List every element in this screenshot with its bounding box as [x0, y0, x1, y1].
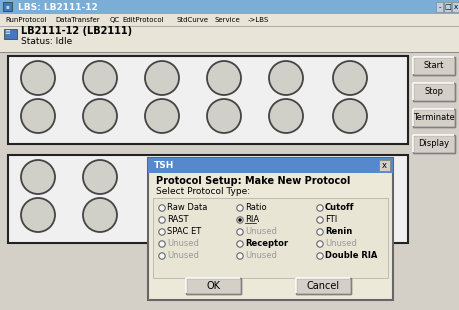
- Bar: [379, 160, 390, 171]
- Bar: [4, 29, 17, 39]
- Text: LBS: LB2111-12: LBS: LB2111-12: [18, 2, 98, 11]
- Bar: [0, 14, 459, 26]
- Bar: [148, 158, 393, 173]
- Text: Unused: Unused: [167, 251, 199, 260]
- Text: EditProtocol: EditProtocol: [122, 17, 163, 23]
- Text: Protocol Setup: Make New Protocol: Protocol Setup: Make New Protocol: [156, 176, 350, 186]
- Text: Unused: Unused: [245, 251, 277, 260]
- Bar: [413, 109, 455, 127]
- Text: ▪: ▪: [6, 5, 9, 10]
- Circle shape: [83, 160, 117, 194]
- Text: RAST: RAST: [167, 215, 189, 224]
- Text: OK: OK: [207, 281, 220, 291]
- Text: x: x: [382, 161, 387, 170]
- Bar: [186, 278, 241, 294]
- Bar: [0, 0, 459, 14]
- Text: QC: QC: [110, 17, 120, 23]
- Text: DataTransfer: DataTransfer: [55, 17, 100, 23]
- Bar: [413, 135, 455, 153]
- Circle shape: [207, 61, 241, 95]
- Circle shape: [83, 61, 117, 95]
- Circle shape: [159, 217, 165, 223]
- Circle shape: [21, 198, 55, 232]
- Circle shape: [83, 198, 117, 232]
- Text: Receptor: Receptor: [245, 240, 288, 249]
- Text: RunProtocol: RunProtocol: [5, 17, 46, 23]
- Circle shape: [237, 205, 243, 211]
- Text: Cutoff: Cutoff: [325, 203, 354, 212]
- Text: Display: Display: [419, 140, 449, 148]
- Circle shape: [83, 99, 117, 133]
- Text: Unused: Unused: [245, 228, 277, 237]
- Bar: [3, 2, 12, 11]
- Text: Unused: Unused: [325, 240, 357, 249]
- Circle shape: [21, 160, 55, 194]
- Circle shape: [145, 99, 179, 133]
- Bar: [8, 155, 408, 243]
- Circle shape: [237, 241, 243, 247]
- Circle shape: [317, 205, 323, 211]
- Circle shape: [317, 217, 323, 223]
- Circle shape: [333, 99, 367, 133]
- Circle shape: [237, 229, 243, 235]
- Circle shape: [269, 99, 303, 133]
- Text: RIA: RIA: [245, 215, 259, 224]
- Circle shape: [317, 229, 323, 235]
- Bar: [8, 56, 408, 144]
- Text: Select Protocol Type:: Select Protocol Type:: [156, 188, 250, 197]
- Bar: [413, 83, 455, 101]
- Text: TSH: TSH: [154, 161, 174, 170]
- Text: Start: Start: [424, 61, 444, 70]
- Text: Status: Idle: Status: Idle: [21, 37, 72, 46]
- Text: StdCurve: StdCurve: [176, 17, 208, 23]
- Bar: [436, 2, 443, 12]
- Text: ->LBS: ->LBS: [247, 17, 269, 23]
- Circle shape: [238, 218, 242, 222]
- Text: x: x: [453, 4, 458, 10]
- Text: Service: Service: [214, 17, 240, 23]
- Text: ≡: ≡: [4, 29, 10, 35]
- Circle shape: [207, 99, 241, 133]
- Circle shape: [21, 99, 55, 133]
- Bar: [0, 26, 459, 52]
- Text: LB2111-12 (LB2111): LB2111-12 (LB2111): [21, 26, 132, 36]
- Text: Renin: Renin: [325, 228, 352, 237]
- Text: -: -: [438, 4, 441, 10]
- Text: FTI: FTI: [325, 215, 337, 224]
- Text: □: □: [444, 4, 451, 10]
- Text: Terminate: Terminate: [413, 113, 455, 122]
- Circle shape: [333, 61, 367, 95]
- Circle shape: [317, 253, 323, 259]
- Bar: [153, 198, 388, 278]
- Bar: [444, 2, 451, 12]
- Circle shape: [145, 61, 179, 95]
- Circle shape: [159, 253, 165, 259]
- Text: Stop: Stop: [425, 87, 443, 96]
- Text: Ratio: Ratio: [245, 203, 267, 212]
- Circle shape: [237, 253, 243, 259]
- Bar: [296, 278, 351, 294]
- Circle shape: [317, 241, 323, 247]
- Circle shape: [269, 61, 303, 95]
- Text: SPAC ET: SPAC ET: [167, 228, 201, 237]
- Text: Raw Data: Raw Data: [167, 203, 207, 212]
- Circle shape: [237, 217, 243, 223]
- Text: Double RIA: Double RIA: [325, 251, 377, 260]
- Circle shape: [21, 61, 55, 95]
- Text: Cancel: Cancel: [307, 281, 340, 291]
- Bar: [452, 2, 459, 12]
- Circle shape: [159, 205, 165, 211]
- Bar: [148, 158, 393, 300]
- Bar: [413, 57, 455, 75]
- Text: Unused: Unused: [167, 240, 199, 249]
- Circle shape: [159, 229, 165, 235]
- Circle shape: [159, 241, 165, 247]
